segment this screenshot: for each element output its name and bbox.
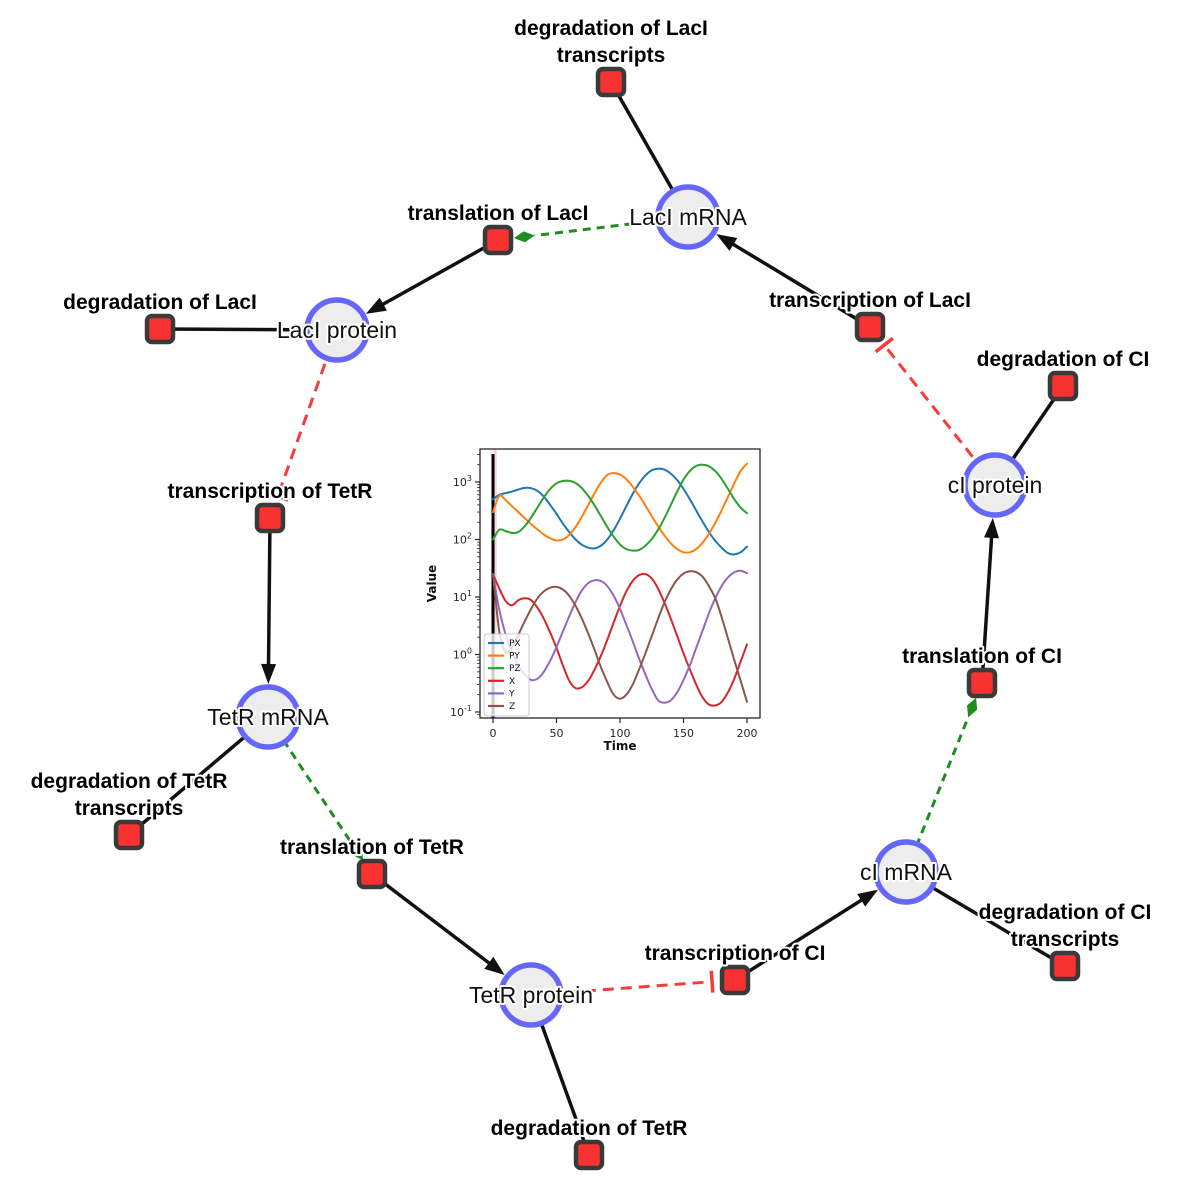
production-arrowhead [857,889,879,907]
species-label-laci-protein: LacI protein [277,317,397,343]
species-node-ci-mrna[interactable] [873,839,939,905]
production-arrowhead [261,663,277,685]
plot-background [425,443,775,768]
reaction-label-translation-of-laci: translation of LacI [408,202,589,225]
reaction-node-translation-of-laci[interactable] [482,224,514,256]
edge-modifier-tetr-mrna--translation-of-tetr [266,716,364,861]
species-label-ci-mrna: cI mRNA [860,859,953,885]
legend-label-y: Y [508,689,515,699]
reaction-label-degradation-of-laci-transcripts: degradation of LacI transcripts [514,17,708,67]
reaction-label-degradation-of-tetr-transcripts: degradation of TetR transcripts [31,770,228,820]
reaction-node-degradation-of-laci[interactable] [144,313,176,345]
y-tick-label: 100 [453,647,472,662]
inhibition-tee [709,970,715,993]
edge-production-translation-of-ci--ci-protein [980,517,1000,684]
edge-modifier-laci-mrna--translation-of-laci [513,215,689,243]
edge-modifier-ci-mrna--translation-of-ci [904,697,978,873]
reaction-label-degradation-of-laci: degradation of LacI [63,291,257,314]
reaction-label-transcription-of-tetr: transcription of TetR [168,480,373,503]
reaction-node-translation-of-tetr[interactable] [356,858,388,890]
reaction-label-translation-of-ci: translation of CI [902,645,1062,668]
y-tick-label: 10-1 [450,704,472,719]
series-line-px [492,467,748,556]
reaction-label-degradation-of-ci-transcripts: degradation of CI transcripts [979,901,1152,951]
legend-label-px: PX [509,639,521,649]
series-line-py [492,462,748,554]
plot-legend: PX PY PZ XYZ [483,633,530,717]
label-layer: LacI mRNA LacI protein TetR mRNA TetR prote… [29,15,1154,1142]
reaction-label-transcription-of-laci: transcription of LacI [769,289,971,312]
series-line-pz [492,463,748,552]
y-axis-label: Value [425,565,439,603]
x-tick-label: 100 [610,727,631,740]
edge-production-translation-of-tetr--tetr-protein [370,872,505,976]
x-tick-label: 150 [673,727,694,740]
plot-axes: 0 50 100 150 200 10-1 100 101 102 103 Time Value [425,448,761,753]
legend-label-py: PY [509,652,520,662]
species-node-ci-protein[interactable] [962,452,1028,518]
series-line-z [492,570,748,703]
timecourse-inset-plot: 0 50 100 150 20010-1100101102103TimeValuePXP… [425,443,775,768]
series-line-x [492,572,748,707]
inhibition-tee [874,336,894,354]
edge-production-transcription-of-ci--ci-mrna [734,889,879,982]
reaction-node-degradation-of-tetr-transcripts[interactable] [113,819,145,851]
species-node-tetr-protein[interactable] [498,962,564,1028]
legend-label-z: Z [509,702,515,712]
edge-inhibition-laci-protein--transcription-of-tetr [266,329,339,502]
edge-production-transcription-of-tetr--tetr-mrna [261,517,277,685]
edge-inhibition-ci-protein--transcription-of-laci [874,336,997,486]
species-label-tetr-protein: TetR protein [469,982,593,1008]
x-tick-label: 200 [737,727,758,740]
reaction-label-degradation-of-tetr: degradation of TetR [491,1117,688,1140]
reaction-node-transcription-of-laci[interactable] [854,311,886,343]
species-label-laci-mrna: LacI mRNA [629,204,747,230]
species-node-tetr-mrna[interactable] [235,684,301,750]
modifier-arrowhead [351,843,364,861]
y-tick-label: 101 [453,589,472,604]
edge-production-translation-of-laci--laci-protein [365,238,499,314]
x-axis-label: Time [604,739,637,753]
reaction-label-transcription-of-ci: transcription of CI [645,942,826,965]
edge-layer [127,81,1066,1156]
reaction-node-degradation-of-tetr[interactable] [573,1139,605,1171]
reaction-label-translation-of-tetr: translation of TetR [280,836,464,859]
modifier-arrowhead [513,231,535,243]
series-line-y [492,569,748,704]
reaction-node-translation-of-ci[interactable] [966,667,998,699]
production-arrowhead [365,297,387,314]
modifier-arrowhead [967,697,978,718]
legend-label-x: X [509,677,515,687]
species-node-laci-mrna[interactable] [655,184,721,250]
reaction-node-degradation-of-laci-transcripts[interactable] [595,66,627,98]
legend-label-pz: PZ [509,664,521,674]
reaction-node-transcription-of-ci[interactable] [719,964,751,996]
species-node-laci-protein[interactable] [304,297,370,363]
x-tick-label: 50 [550,727,564,740]
reaction-node-degradation-of-ci-transcripts[interactable] [1049,950,1081,982]
node-layer [113,66,1081,1171]
y-tick-label: 103 [453,474,472,489]
production-arrowhead [484,956,505,976]
reaction-node-transcription-of-tetr[interactable] [254,502,286,534]
species-label-tetr-mrna: TetR mRNA [207,704,329,730]
x-tick-label: 0 [490,727,497,740]
edge-inhibition-tetr-protein--transcription-of-ci [530,970,715,997]
inhibition-tee [266,490,289,502]
species-label-ci-protein: cI protein [948,472,1043,498]
reaction-label-degradation-of-ci: degradation of CI [977,348,1150,371]
production-arrowhead [984,517,1000,539]
production-arrowhead [716,234,738,251]
edge-production-transcription-of-laci--laci-mrna [716,234,871,329]
y-tick-label: 102 [453,532,472,547]
reaction-node-degradation-of-ci[interactable] [1047,370,1079,402]
